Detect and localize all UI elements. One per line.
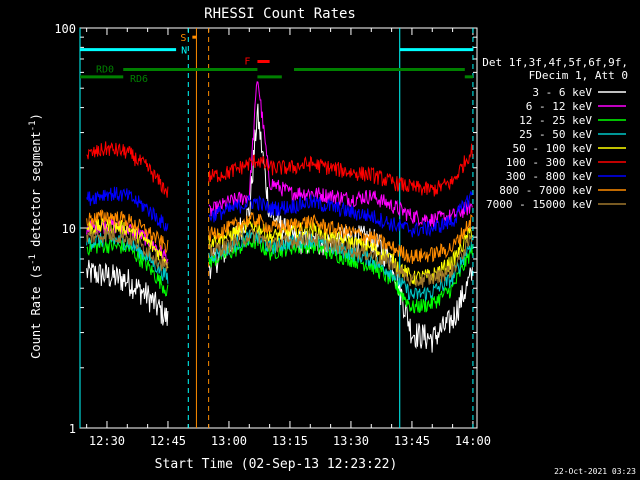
legend-header-line-1: Det 1f,3f,4f,5f,6f,9f,: [482, 56, 628, 69]
legend-entry-label: 7000 - 15000 keV: [486, 198, 592, 211]
series-line-300-800-keV: [86, 186, 169, 232]
series-line-3-6-keV: [86, 259, 169, 326]
legend-entry-label: 25 - 50 keV: [519, 128, 592, 141]
footer-timestamp: 22-Oct-2021 03:23: [554, 467, 636, 476]
y-axis-label: Count Rate (s-1 detector segment-1): [28, 113, 43, 359]
x-tick-label: 12:45: [150, 434, 186, 448]
flare-label: F: [244, 56, 250, 67]
plot-area: 12:30 12:45 13:00 13:15 13:30 13:45 14:00 1 10 10…: [54, 22, 491, 448]
legend-entry-label: 100 - 300 keV: [506, 156, 592, 169]
y-tick-label: 10: [62, 222, 76, 236]
x-tick-label: 14:00: [455, 434, 491, 448]
legend-entry-label: 3 - 6 keV: [532, 86, 592, 99]
saa-label: S: [180, 33, 186, 44]
x-tick-label: 13:30: [333, 434, 369, 448]
series-line-7000-15000-keV: [208, 227, 473, 288]
legend-header-line-2: FDecim 1, Att 0: [529, 69, 628, 82]
night-label: N: [181, 46, 187, 57]
x-tick-label: 13:45: [394, 434, 430, 448]
legend-entry-label: 50 - 100 keV: [513, 142, 593, 155]
rd0-label: RD0: [96, 65, 114, 76]
series-line-7000-15000-keV: [86, 228, 169, 272]
y-tick-label: 100: [54, 22, 76, 36]
chart-title: RHESSI Count Rates: [204, 6, 356, 22]
x-tick-label: 13:00: [211, 434, 247, 448]
series-line-50-100-keV: [208, 218, 473, 286]
series-line-800-7000-keV: [86, 209, 169, 255]
x-tick-label: 12:30: [89, 434, 125, 448]
series-line-100-300-keV: [86, 141, 169, 198]
series-line-12-25-keV: [208, 234, 473, 314]
legend-entry-label: 800 - 7000 keV: [499, 184, 592, 197]
rd6-label: RD6: [130, 74, 148, 85]
series-line-300-800-keV: [208, 191, 473, 238]
legend-entry-label: 6 - 12 keV: [526, 100, 593, 113]
series-line-100-300-keV: [208, 143, 473, 197]
series-line-800-7000-keV: [208, 212, 473, 265]
legend-entry-label: 300 - 800 keV: [506, 170, 592, 183]
y-tick-label: 1: [69, 422, 76, 436]
x-axis-label: Start Time (02-Sep-13 12:23:22): [155, 457, 398, 472]
legend-entry-label: 12 - 25 keV: [519, 114, 592, 127]
x-tick-label: 13:15: [272, 434, 308, 448]
